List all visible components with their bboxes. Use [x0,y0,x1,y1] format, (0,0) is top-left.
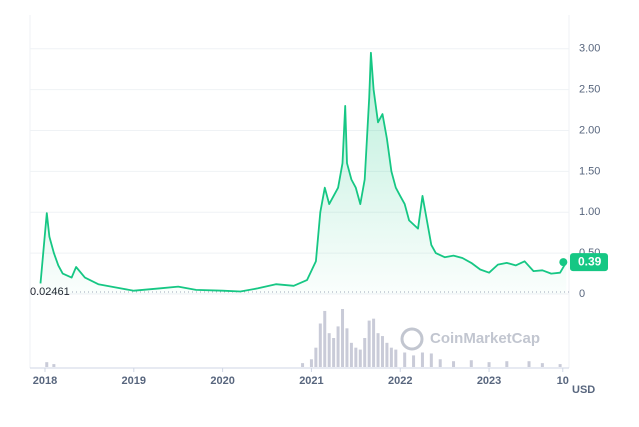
volume-bar [558,364,562,367]
area-fill [40,52,567,294]
volume-bar [452,361,456,367]
volume-bar [527,361,531,367]
y-tick-label: 2.50 [579,83,600,95]
volume-bar [327,333,331,367]
volume-bar [318,323,322,367]
volume-bar [372,318,376,367]
volume-bar [505,361,509,367]
volume-bar [354,347,358,367]
volume-bar [389,347,393,367]
volume-bar [540,363,544,367]
volume-bar [385,342,389,367]
x-tick-label: 2018 [33,375,57,387]
unit-label: USD [572,384,595,396]
volume-bar [487,362,491,367]
watermark: CoinMarketCap [400,327,540,351]
volume-bar [314,347,318,367]
volume-bar [45,362,49,367]
volume-bar [341,309,345,367]
volume-bar [376,333,380,367]
volume-bar [469,360,473,367]
x-tick-label: 2022 [388,375,412,387]
volume-bar [363,338,367,367]
volume-bar [52,364,56,367]
volume-bar [358,349,362,367]
volume-bar [429,353,433,367]
x-tick-label: 2023 [477,375,501,387]
volume-bar [345,328,349,367]
watermark-text: CoinMarketCap [430,330,540,347]
volume-bar [380,336,384,367]
y-tick-label: 1.00 [579,206,600,218]
volume-bar [301,363,305,367]
volume-bar [332,338,336,367]
price-badge-label: 0.39 [578,254,602,268]
volume-bar [336,326,340,367]
y-tick-label: 0 [579,288,585,300]
volume-bar [420,352,424,367]
price-line [39,51,568,293]
last-point [559,258,568,267]
volume-bar [309,359,313,367]
volume-bar [394,349,398,367]
y-tick-label: 2.00 [579,124,600,136]
price-badge [570,253,608,272]
volume-bar [349,342,353,367]
x-tick-label: 10 [557,375,569,387]
volume-bar [403,352,407,367]
x-tick-label: 2020 [210,375,234,387]
volume-bar [367,320,371,367]
y-tick-label: 1.50 [579,165,600,177]
x-tick-label: 2021 [299,375,323,387]
volume-bar [412,355,416,367]
y-tick-label: 3.00 [579,43,600,55]
x-tick-label: 2019 [122,375,146,387]
volume-bar [323,310,327,367]
volume-bar [438,359,442,367]
